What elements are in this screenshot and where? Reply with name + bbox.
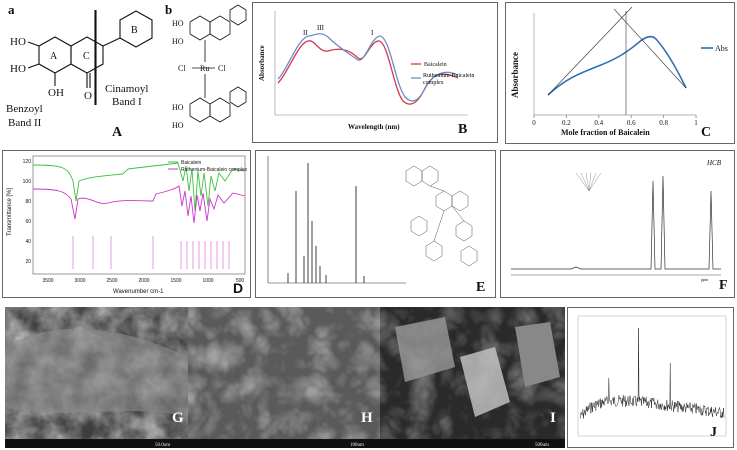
nmr-trace	[511, 175, 721, 270]
group: HO	[10, 63, 26, 75]
y-label: Absorbance	[510, 52, 520, 98]
group: HO	[10, 36, 26, 48]
x-tick-label: 3000	[74, 278, 85, 284]
y-tick-label: 20	[25, 259, 31, 265]
panel-letter: E	[476, 280, 485, 295]
panel-letter: G	[172, 410, 184, 426]
ring-label: B	[131, 25, 138, 36]
xrd-pattern: J	[577, 315, 727, 440]
panel-f: HCB ppm F	[500, 150, 735, 298]
band-label: Band II	[8, 117, 42, 129]
panel-letter: B	[458, 122, 467, 137]
legend-item: Baicalein	[424, 62, 447, 68]
nmr-spectrum: HCB ppm F	[511, 159, 728, 293]
band-label: Band I	[112, 96, 142, 108]
axis-unit: ppm	[701, 277, 709, 282]
panel-j: J	[567, 307, 734, 448]
y-tick-label: 80	[25, 199, 31, 205]
group: Ru	[200, 64, 209, 73]
legend-item: Ruthenium-Baicalein complex	[181, 167, 248, 173]
x-label: Mole fraction of Baicalein	[561, 128, 650, 137]
panel-a: a A C B HO HO OH O Benzoyl Band II Cinam…	[0, 0, 250, 146]
panel-b: II III I Baicalein Ruthenium-Baicalein c…	[252, 2, 498, 143]
legend-item: Abs	[715, 44, 728, 53]
x-tick-label: 1500	[170, 278, 181, 284]
y-label: Transmittance [%]	[7, 188, 13, 236]
x-tick-label: 1	[694, 119, 698, 127]
x-tick-label: 3500	[42, 278, 53, 284]
ir-spectrum: 120 100 80 60 40 20 3500 3000 2500 2000 1500 1000 50…	[7, 155, 248, 296]
x-tick-label: 0.8	[659, 119, 668, 127]
group: O	[84, 90, 92, 102]
curve-complex	[32, 185, 246, 224]
y-tick-label: 40	[25, 239, 31, 245]
uv-spectrum: II III I Baicalein Ruthenium-Baicalein c…	[258, 11, 475, 137]
panel-letter: A	[112, 125, 123, 140]
legend-item: Ruthenium-Baicalein complex	[423, 73, 475, 86]
group: OH	[48, 87, 64, 99]
group: Cl	[218, 64, 226, 73]
peak-label: I	[371, 29, 374, 37]
sublabel: a	[8, 2, 15, 17]
panel-c: 0 0.2 0.4 0.6 0.8 1 Abs Absorbance Mole fract…	[505, 2, 735, 144]
sem-images: 50.0um 100um 500um G H I	[5, 307, 565, 448]
y-tick-label: 120	[23, 159, 32, 165]
group: HO	[172, 19, 184, 28]
x-tick-label: 0.2	[562, 119, 571, 127]
panel-d: 120 100 80 60 40 20 3500 3000 2500 2000 1500 1000 50…	[2, 150, 251, 298]
curve-abs	[547, 35, 687, 96]
ring-label: C	[83, 51, 90, 62]
x-label: Wavelength (nm)	[348, 123, 400, 131]
group: Cl	[178, 64, 186, 73]
x-tick-label: 0	[532, 119, 536, 127]
ring-label: A	[50, 51, 58, 62]
x-tick-label: 2000	[138, 278, 149, 284]
band-label: Benzoyl	[6, 103, 43, 115]
legend-item: Baicalein	[181, 160, 202, 166]
y-tick-label: 100	[23, 179, 32, 185]
panel-e: E	[255, 150, 496, 298]
x-tick-label: 0.4	[594, 119, 603, 127]
x-tick-label: 500	[236, 278, 245, 284]
band-label: Cinamoyl	[105, 83, 148, 95]
x-label: Wavenumber cm-1	[113, 289, 164, 295]
panel-letter: H	[361, 410, 373, 426]
scale-bar: 500um	[535, 443, 549, 448]
group: HO	[172, 103, 184, 112]
scale-bar: 100um	[350, 443, 364, 448]
y-label: Absorbance	[258, 45, 266, 81]
structures: a A C B HO HO OH O Benzoyl Band II Cinam…	[6, 2, 247, 140]
curve-complex	[277, 33, 459, 102]
x-tick-label: 2500	[106, 278, 117, 284]
panel-letter: J	[710, 425, 717, 440]
y-tick-label: 60	[25, 219, 31, 225]
panel-letter: C	[701, 125, 711, 140]
peak-label: II	[303, 29, 308, 37]
x-tick-label: 1000	[202, 278, 213, 284]
panel-letter: D	[233, 280, 243, 296]
annotation: HCB	[706, 159, 722, 167]
scale-bar: 50.0um	[155, 443, 170, 448]
panel-letter: F	[719, 278, 728, 293]
group: HO	[172, 37, 184, 46]
group: HO	[172, 121, 184, 130]
x-tick-label: 0.6	[627, 119, 636, 127]
sublabel: b	[165, 2, 172, 17]
job-plot: 0 0.2 0.4 0.6 0.8 1 Abs Absorbance Mole fract…	[510, 6, 728, 140]
curve-baicalein	[32, 162, 246, 212]
panel-letter: I	[550, 410, 556, 426]
peak-label: III	[317, 24, 325, 32]
xrd-trace	[579, 327, 725, 419]
mass-spectrum: E	[267, 156, 485, 295]
